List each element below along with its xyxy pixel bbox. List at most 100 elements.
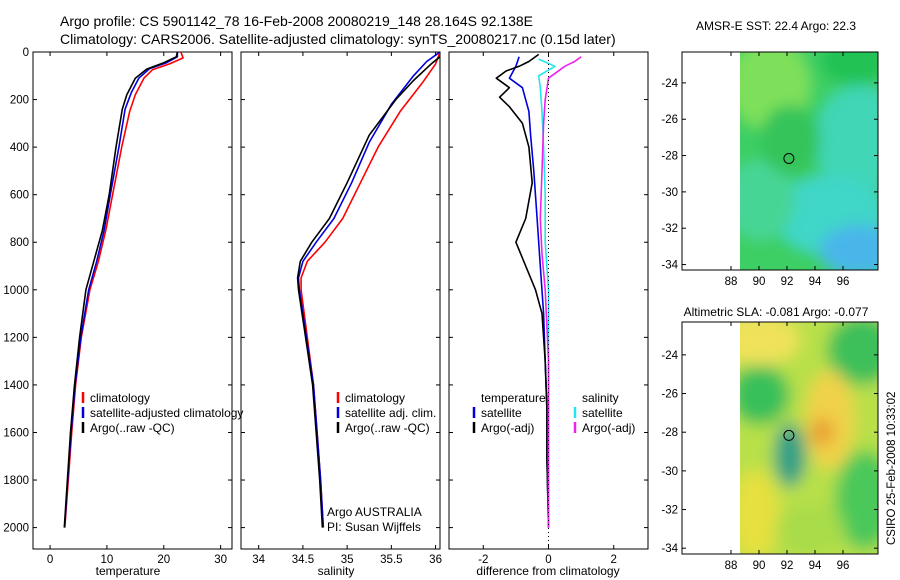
argo-australia-note: Argo AUSTRALIA <box>327 505 422 519</box>
x-tick-label: 35 <box>341 554 354 566</box>
salinity-x-ticks: 34 34.5 35 35.5 36 <box>252 52 442 566</box>
lat-tick-label: -32 <box>661 505 678 517</box>
lat-tick-label: -32 <box>661 223 678 235</box>
temperature-axes-frame <box>32 51 233 550</box>
temperature-x-ticks: 0 10 20 30 <box>47 52 227 566</box>
lon-tick-label: 90 <box>753 276 766 288</box>
y-tick-label: 2000 <box>3 523 29 535</box>
y-tick-label: 200 <box>10 95 29 107</box>
sla-heatmap <box>740 322 878 554</box>
x-tick-label: 2 <box>611 554 617 566</box>
lon-tick-label: 92 <box>781 276 794 288</box>
y-tick-label: 0 <box>23 47 29 59</box>
series-climatology <box>64 52 184 528</box>
y-tick-label: 1000 <box>3 285 29 297</box>
temperature-legend: climatology satellite-adjusted climatolo… <box>81 391 243 435</box>
series-satellite-adj-clim <box>297 52 440 528</box>
lat-tick-label: -26 <box>661 114 678 126</box>
lat-tick-label: -28 <box>661 151 678 163</box>
salinity-x-label: salinity <box>318 564 355 578</box>
difference-x-label: difference from climatology <box>476 564 619 578</box>
pi-note: PI: Susan Wijffels <box>327 520 421 534</box>
x-tick-label: 30 <box>214 554 227 566</box>
sla-map-panel: Altimetric SLA: -0.081 Argo: -0.077 88 90… <box>661 305 879 572</box>
legend-satellite: satellite adj. clim. <box>345 406 436 420</box>
argo-location-marker <box>783 153 795 164</box>
x-tick-label: 35.5 <box>380 554 402 566</box>
legend-sal-argo: Argo(-adj) <box>582 421 635 435</box>
sst-heatmap <box>740 52 878 270</box>
title-line-2: Climatology: CARS2006. Satellite-adjuste… <box>60 31 616 47</box>
legend-salinity-header: salinity <box>582 391 619 405</box>
sst-map-panel: AMSR-E SST: 22.4 Argo: 22.3 88 90 92 94 96 -2… <box>661 19 879 288</box>
series-temperature-argo-adj <box>495 53 550 528</box>
salinity-panel: 34 34.5 35 35.5 36 salinity climatology sate… <box>240 51 442 578</box>
temperature-x-label: temperature <box>96 564 161 578</box>
legend-temp-argo: Argo(-adj) <box>481 421 534 435</box>
temperature-y-ticks: 0 200 400 600 800 1000 1200 1400 1600 1800 2000 <box>3 47 232 535</box>
sla-map-title: Altimetric SLA: -0.081 Argo: -0.077 <box>684 305 869 319</box>
y-tick-label: 1400 <box>3 380 29 392</box>
lat-tick-label: -30 <box>661 466 678 478</box>
lat-tick-label: -34 <box>661 260 678 272</box>
lon-tick-label: 94 <box>809 560 822 572</box>
difference-panel: -2 0 2 difference from climatology tempera… <box>448 51 649 578</box>
lon-tick-label: 88 <box>725 560 738 572</box>
series-argo-raw-qc <box>296 56 440 528</box>
difference-y-ticks <box>449 51 648 529</box>
temperature-panel: 0 10 20 30 0 200 400 600 800 1000 1200 1400 1600 180… <box>3 47 243 578</box>
x-tick-label: 0 <box>47 554 53 566</box>
difference-x-ticks: -2 0 2 <box>478 52 617 566</box>
x-tick-label: 34.5 <box>292 554 314 566</box>
series-satellite-adjusted-climatology <box>63 52 179 528</box>
series-climatology <box>300 52 440 528</box>
lat-tick-label: -28 <box>661 427 678 439</box>
lat-tick-label: -34 <box>661 543 678 555</box>
lat-tick-label: -24 <box>661 350 678 362</box>
legend-climatology: climatology <box>345 391 405 405</box>
y-tick-label: 1800 <box>3 475 29 487</box>
y-tick-label: 600 <box>10 190 29 202</box>
legend-sal-satellite: satellite <box>582 406 623 420</box>
y-tick-label: 800 <box>10 237 29 249</box>
x-tick-label: 34 <box>252 554 265 566</box>
y-tick-label: 1200 <box>3 332 29 344</box>
x-tick-label: 0 <box>545 554 551 566</box>
series-argo-raw-qc <box>63 52 179 528</box>
sst-map-title: AMSR-E SST: 22.4 Argo: 22.3 <box>696 19 856 33</box>
difference-series-group <box>495 52 582 549</box>
lon-tick-label: 92 <box>781 560 794 572</box>
lon-tick-label: 88 <box>725 276 738 288</box>
lat-tick-label: -30 <box>661 187 678 199</box>
lon-tick-label: 94 <box>809 276 822 288</box>
y-tick-label: 1600 <box>3 427 29 439</box>
lon-tick-label: 90 <box>753 560 766 572</box>
y-tick-label: 400 <box>10 142 29 154</box>
lat-tick-label: -24 <box>661 78 678 90</box>
lon-tick-label: 96 <box>837 276 850 288</box>
legend-climatology: climatology <box>90 391 150 405</box>
sst-axes-frame <box>681 51 879 271</box>
argo-location-marker <box>783 429 795 441</box>
salinity-axes-frame <box>240 51 441 550</box>
sla-axes-frame <box>681 321 879 555</box>
legend-argo: Argo(..raw -QC) <box>345 421 430 435</box>
salinity-series-group <box>296 52 440 528</box>
legend-temp-satellite: satellite <box>481 406 522 420</box>
sst-ticks: 88 90 92 94 96 -24 -26 -28 -30 -32 -34 <box>661 52 878 288</box>
lon-tick-label: 96 <box>837 560 850 572</box>
credit-text: CSIRO 25-Feb-2008 10:33:02 <box>886 392 898 545</box>
legend-satellite: satellite-adjusted climatology <box>90 406 243 420</box>
x-tick-label: 36 <box>429 554 442 566</box>
salinity-legend: climatology satellite adj. clim. Argo(..… <box>336 391 436 435</box>
lat-tick-label: -26 <box>661 389 678 401</box>
legend-argo: Argo(..raw -QC) <box>90 421 175 435</box>
title-line-1: Argo profile: CS 5901142_78 16-Feb-2008 … <box>60 13 533 29</box>
x-tick-label: -2 <box>478 554 488 566</box>
x-tick-label: 10 <box>101 554 114 566</box>
x-tick-label: 20 <box>157 554 170 566</box>
difference-legend: temperature satellite Argo(-adj) salinit… <box>472 391 635 435</box>
legend-temperature-header: temperature <box>481 391 546 405</box>
salinity-y-ticks <box>241 51 440 529</box>
